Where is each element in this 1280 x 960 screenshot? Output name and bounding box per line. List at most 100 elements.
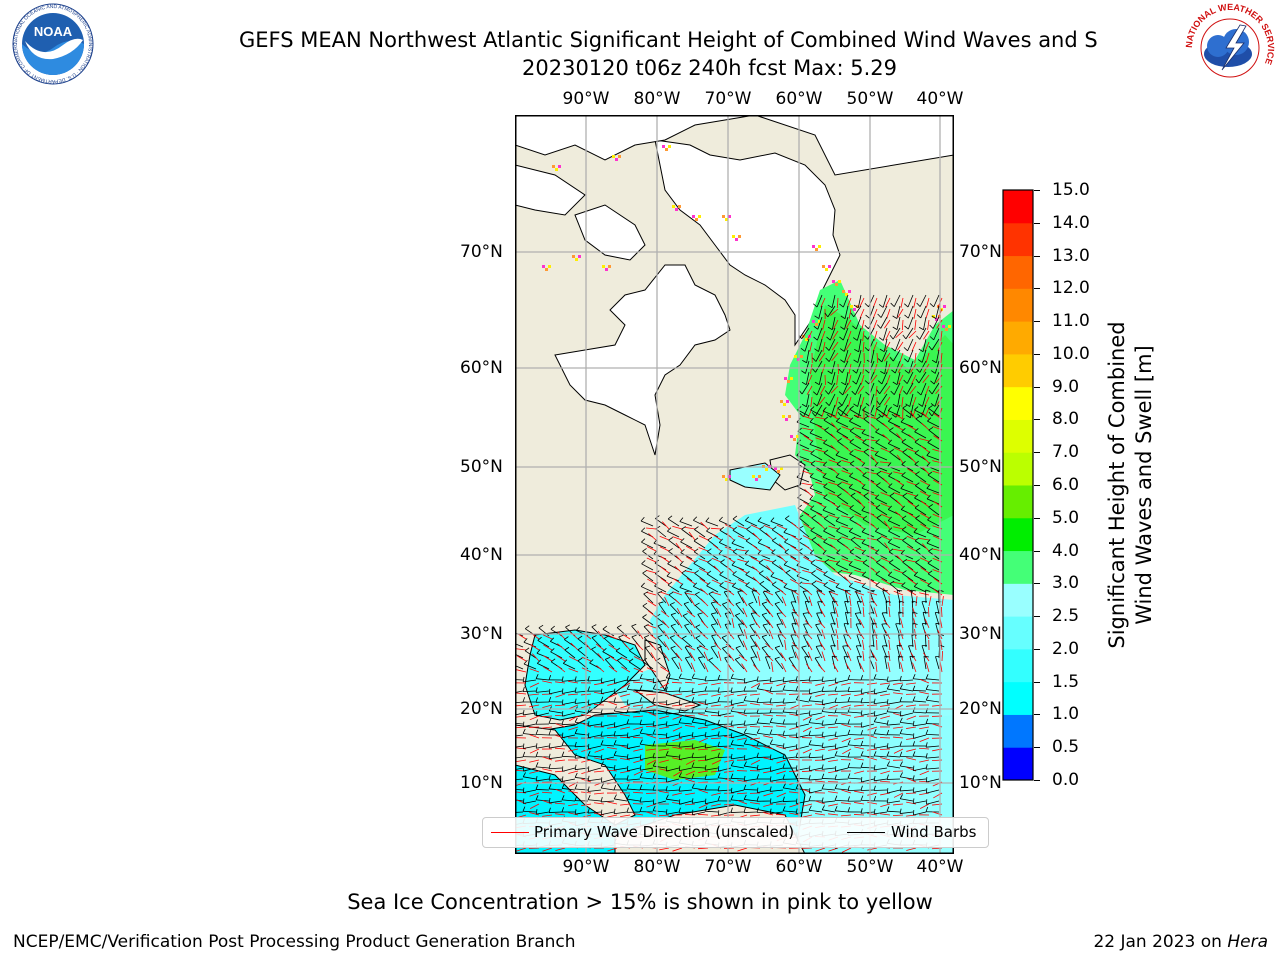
wind-barb-feather (838, 368, 843, 374)
wind-barb-feather (914, 406, 919, 411)
wind-barb-feather (795, 686, 798, 692)
wave-direction-arrow (685, 714, 696, 717)
wind-barb-feather (639, 685, 643, 691)
wind-barb (783, 531, 797, 538)
wind-barb (615, 650, 628, 659)
wind-barb-feather (591, 646, 597, 650)
wave-direction-label: Primary Wave Direction (unscaled) (534, 823, 795, 841)
wave-direction-arrow (859, 297, 865, 308)
wave-direction-arrow (846, 651, 852, 662)
wave-direction-arrow (925, 352, 930, 363)
wind-barb-feather (877, 324, 881, 329)
wind-barb (601, 744, 615, 747)
wind-barb (849, 420, 862, 428)
wind-barb (797, 507, 810, 516)
wave-direction-arrow (919, 691, 930, 695)
wind-barb-feather (928, 426, 934, 431)
wind-barb (591, 637, 602, 648)
wind-barb-feather (680, 548, 685, 553)
wave-direction-arrow (941, 650, 943, 662)
wind-barb-feather (574, 809, 577, 815)
wind-barb-feather (853, 403, 858, 407)
wave-direction-arrow (819, 641, 826, 651)
wave-direction-arrow (647, 578, 657, 585)
wind-barb-feather (600, 731, 603, 737)
wave-direction-arrow (867, 756, 878, 761)
wind-barb (887, 679, 901, 682)
wind-barb-feather (803, 634, 809, 636)
wind-barb (836, 431, 849, 439)
wave-direction-arrow (906, 535, 917, 541)
wind-barb (667, 584, 680, 593)
wind-barb-feather (717, 731, 720, 737)
wind-barb (901, 441, 914, 450)
wind-barb-feather (925, 684, 929, 690)
wind-barb (927, 585, 940, 593)
wave-direction-arrow (828, 459, 839, 464)
wind-barb (765, 656, 771, 670)
wind-barb (658, 603, 667, 615)
wind-barb-feather (522, 787, 525, 793)
wind-barb-feather (861, 539, 866, 544)
wind-barb-feather (845, 611, 851, 614)
wind-barb-feather (853, 359, 859, 363)
wave-direction-arrow (845, 641, 852, 651)
wave-direction-arrow (828, 803, 839, 807)
wave-direction-arrow (737, 525, 748, 530)
wind-barb (926, 542, 940, 549)
wind-barb (861, 811, 875, 814)
wind-barb-feather (795, 732, 798, 738)
wave-direction-arrow (880, 770, 891, 775)
wind-barb (918, 371, 927, 384)
wind-barb-feather (711, 634, 717, 637)
wind-barb-feather (827, 381, 832, 385)
wind-barb-feather (667, 527, 672, 532)
wave-direction-arrow (542, 704, 553, 709)
sea-ice-marker (782, 415, 785, 418)
wind-barb (536, 712, 550, 717)
wind-barb (809, 443, 823, 450)
wind-barb-feather (834, 795, 838, 801)
wave-direction-arrow (712, 534, 722, 541)
wind-barb-feather (912, 622, 918, 625)
wave-direction-arrow (828, 748, 839, 751)
sea-ice-marker (755, 478, 758, 481)
lat-label-left: 10°N (460, 773, 503, 793)
wind-barb-feather (834, 806, 838, 811)
wind-barb (827, 305, 836, 318)
wind-barb (836, 563, 849, 571)
wave-direction-arrow (661, 521, 670, 530)
wave-direction-arrow (607, 801, 618, 805)
wind-barb-feather (665, 709, 668, 715)
wind-barb-feather (574, 795, 578, 801)
wind-barb (834, 799, 849, 802)
wind-barb-feather (913, 528, 918, 533)
wind-barb-feather (769, 717, 773, 723)
wave-direction-arrow (557, 643, 566, 651)
wind-barb-feather (745, 570, 750, 575)
wave-direction-arrow (633, 759, 644, 764)
wind-barb (548, 722, 563, 725)
wave-direction-arrow (763, 803, 774, 807)
wind-barb (627, 679, 641, 682)
wind-barb (823, 497, 836, 505)
wave-direction-arrow (854, 770, 865, 774)
wave-direction-arrow (845, 663, 852, 673)
wind-barb-feather (860, 740, 864, 746)
wind-barb-feather (878, 413, 883, 418)
wind-barb-feather (808, 765, 811, 771)
wind-barb-feather (587, 721, 590, 727)
wave-direction-arrow (724, 524, 735, 530)
wind-barb-feather (707, 559, 712, 563)
wave-direction-arrow (789, 713, 800, 717)
wind-barb-feather (901, 526, 907, 531)
wave-direction-arrow (711, 579, 722, 585)
wind-barb-feather (848, 582, 853, 587)
wind-barb-feather (873, 751, 877, 757)
wave-direction-arrow (809, 341, 813, 352)
wind-barb-feather (708, 657, 714, 661)
wave-direction-arrow (752, 587, 761, 596)
wave-direction-arrow (854, 448, 865, 453)
wave-direction-arrow (753, 664, 761, 673)
wind-barb-feather (917, 413, 922, 418)
